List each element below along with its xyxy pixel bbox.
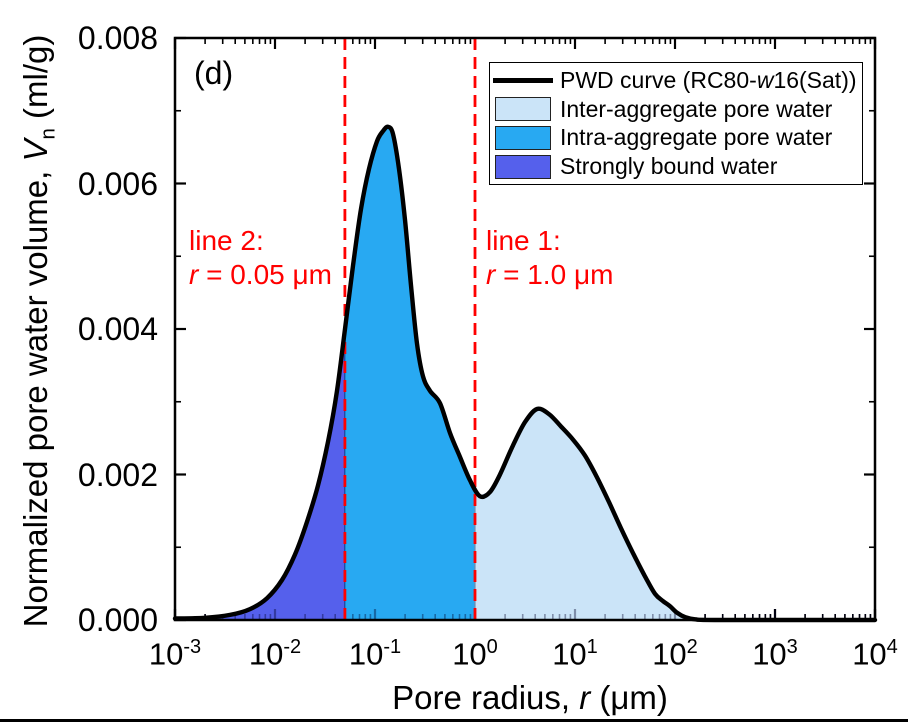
x-tick-label: 10-2: [248, 636, 302, 672]
x-tick-label: 102: [652, 636, 698, 672]
y-tick-label: 0.004: [77, 311, 158, 347]
x-axis-label-text: Pore radius,: [392, 679, 580, 716]
x-tick-label: 10-3: [148, 636, 202, 672]
bottom-rule: [0, 719, 908, 722]
y-axis-label-text: Normalized pore water volume,: [17, 161, 54, 628]
x-axis-label: Pore radius, r (μm): [330, 679, 730, 717]
x-tick-label: 101: [552, 636, 598, 672]
legend-item-strongly-bound-water: Strongly bound water: [490, 153, 862, 181]
legend-label: Inter-aggregate pore water: [560, 95, 833, 122]
x-tick-label: 100: [452, 636, 498, 672]
legend: PWD curve (RC80-w16(Sat)) Inter-aggregate…: [489, 62, 863, 185]
pwd-curve: [172, 124, 878, 623]
y-axis-label-units: (ml/g): [17, 34, 54, 129]
legend-item-pwd-curve-rc80-w16-sat: PWD curve (RC80-w16(Sat)): [490, 66, 862, 94]
y-axis-label: Normalized pore water volume, Vn (ml/g): [17, 1, 60, 661]
panel-label: (d): [194, 55, 234, 91]
annotation-line2: line 2: r = 0.05 μm: [189, 224, 332, 292]
annotation-line2-title: line 2:: [189, 225, 264, 256]
legend-fill-swatch: [495, 125, 551, 150]
x-tick-label: 104: [852, 636, 898, 672]
legend-line-swatch: [493, 77, 553, 83]
x-axis-label-symbol: r: [579, 679, 591, 716]
legend-item-intra-aggregate-pore-water: Intra-aggregate pore water: [490, 124, 862, 152]
y-axis-label-symbol: V: [17, 139, 54, 162]
y-tick-label: 0.002: [77, 456, 158, 493]
y-tick-label: 0.008: [77, 20, 158, 56]
plot-frame: [173, 36, 877, 622]
annotation-line1-value: r = 1.0 μm: [486, 259, 614, 290]
x-tick-label: 103: [752, 636, 798, 672]
x-tick-label: 10-1: [348, 636, 402, 672]
region-inter-aggregate-pore-water: [474, 408, 875, 621]
x-axis-top-ticks: [173, 38, 877, 49]
y-tick-label: 0.006: [77, 165, 158, 202]
annotation-line2-value: r = 0.05 μm: [189, 259, 332, 290]
y-tick-label: 0.000: [77, 602, 158, 638]
legend-label: Intra-aggregate pore water: [560, 124, 833, 151]
x-axis-label-units: (μm): [590, 679, 668, 716]
annotation-line1: line 1: r = 1.0 μm: [486, 224, 613, 292]
legend-label: PWD curve (RC80-w16(Sat)): [560, 66, 857, 93]
y-axis-label-subscript: n: [36, 128, 60, 140]
legend-fill-swatch: [495, 154, 551, 179]
legend-label: Strongly bound water: [560, 153, 778, 180]
annotation-line1-title: line 1:: [486, 225, 561, 256]
legend-fill-swatch: [495, 97, 551, 122]
legend-item-inter-aggregate-pore-water: Inter-aggregate pore water: [490, 95, 862, 123]
